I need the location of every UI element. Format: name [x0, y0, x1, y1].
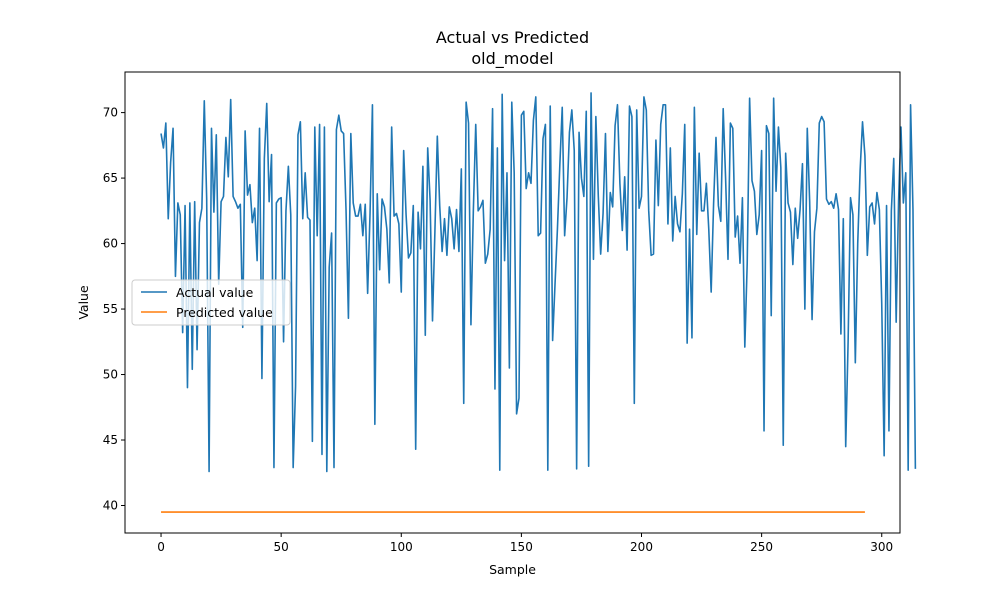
- y-tick-label: 55: [103, 302, 118, 316]
- y-tick-label: 70: [103, 106, 118, 120]
- x-tick-label: 300: [870, 540, 893, 554]
- y-tick-label: 40: [103, 498, 118, 512]
- x-axis-label: Sample: [489, 562, 536, 577]
- plot-frame: [124, 71, 901, 534]
- x-tick-label: 200: [630, 540, 653, 554]
- chart-subtitle: old_model: [471, 49, 553, 69]
- y-tick-label: 50: [103, 368, 118, 382]
- legend: Actual value Predicted value: [131, 279, 291, 326]
- x-tick-label: 100: [390, 540, 413, 554]
- y-tick-label: 45: [103, 433, 118, 447]
- series-line-actual: [160, 92, 917, 473]
- y-tick-label: 65: [103, 171, 118, 185]
- y-axis-label: Value: [76, 285, 91, 320]
- x-tick-label: 150: [510, 540, 533, 554]
- y-tick-label: 60: [103, 237, 118, 251]
- series-layer: [160, 92, 917, 513]
- chart-title: Actual vs Predicted: [436, 28, 589, 47]
- legend-label-predicted: Predicted value: [176, 305, 273, 320]
- legend-box: [131, 279, 291, 326]
- y-axis-ticks: 40 45 50 55 60 65 70: [103, 106, 125, 512]
- x-tick-label: 0: [157, 540, 165, 554]
- x-tick-label: 50: [274, 540, 289, 554]
- x-axis-ticks: 0 50 100 150 200 250 300: [157, 533, 893, 554]
- x-tick-label: 250: [750, 540, 773, 554]
- legend-label-actual: Actual value: [176, 285, 254, 300]
